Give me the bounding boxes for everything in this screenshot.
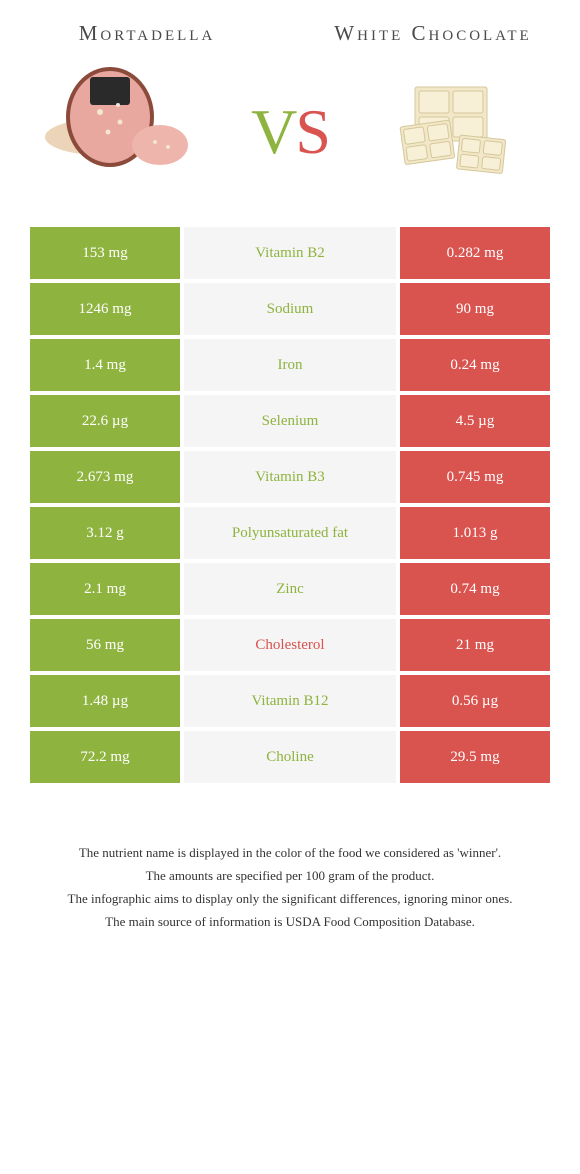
nutrient-name: Vitamin B3 bbox=[184, 451, 396, 503]
table-row: 1.4 mgIron0.24 mg bbox=[30, 339, 550, 391]
comparison-table: 153 mgVitamin B20.282 mg1246 mgSodium90 … bbox=[30, 227, 550, 783]
nutrient-name: Selenium bbox=[184, 395, 396, 447]
footer-line: The main source of information is USDA F… bbox=[40, 912, 540, 933]
left-value: 1.48 µg bbox=[30, 675, 180, 727]
right-value: 21 mg bbox=[400, 619, 550, 671]
images-row: VS bbox=[30, 67, 550, 197]
right-value: 1.013 g bbox=[400, 507, 550, 559]
right-value: 0.56 µg bbox=[400, 675, 550, 727]
right-value: 0.24 mg bbox=[400, 339, 550, 391]
nutrient-name: Iron bbox=[184, 339, 396, 391]
footer-line: The infographic aims to display only the… bbox=[40, 889, 540, 910]
right-value: 0.745 mg bbox=[400, 451, 550, 503]
footer-notes: The nutrient name is displayed in the co… bbox=[30, 843, 550, 932]
nutrient-name: Polyunsaturated fat bbox=[184, 507, 396, 559]
right-value: 90 mg bbox=[400, 283, 550, 335]
nutrient-name: Cholesterol bbox=[184, 619, 396, 671]
right-value: 29.5 mg bbox=[400, 731, 550, 783]
nutrient-name: Sodium bbox=[184, 283, 396, 335]
header: Mortadella White Chocolate bbox=[30, 20, 550, 47]
right-value: 0.74 mg bbox=[400, 563, 550, 615]
left-value: 1.4 mg bbox=[30, 339, 180, 391]
left-value: 153 mg bbox=[30, 227, 180, 279]
table-row: 1246 mgSodium90 mg bbox=[30, 283, 550, 335]
nutrient-name: Choline bbox=[184, 731, 396, 783]
table-row: 56 mgCholesterol21 mg bbox=[30, 619, 550, 671]
left-value: 3.12 g bbox=[30, 507, 180, 559]
white-chocolate-image bbox=[370, 67, 540, 197]
left-value: 56 mg bbox=[30, 619, 180, 671]
left-value: 2.1 mg bbox=[30, 563, 180, 615]
nutrient-name: Vitamin B12 bbox=[184, 675, 396, 727]
footer-line: The amounts are specified per 100 gram o… bbox=[40, 866, 540, 887]
footer-line: The nutrient name is displayed in the co… bbox=[40, 843, 540, 864]
left-value: 22.6 µg bbox=[30, 395, 180, 447]
table-row: 1.48 µgVitamin B120.56 µg bbox=[30, 675, 550, 727]
right-value: 0.282 mg bbox=[400, 227, 550, 279]
vs-s-letter: S bbox=[295, 96, 329, 167]
table-row: 2.1 mgZinc0.74 mg bbox=[30, 563, 550, 615]
left-value: 72.2 mg bbox=[30, 731, 180, 783]
table-row: 2.673 mgVitamin B30.745 mg bbox=[30, 451, 550, 503]
left-value: 1246 mg bbox=[30, 283, 180, 335]
left-value: 2.673 mg bbox=[30, 451, 180, 503]
table-row: 22.6 µgSelenium4.5 µg bbox=[30, 395, 550, 447]
mortadella-image bbox=[40, 67, 210, 197]
nutrient-name: Vitamin B2 bbox=[184, 227, 396, 279]
food-right-title: White Chocolate bbox=[316, 20, 550, 47]
vs-label: VS bbox=[251, 95, 329, 169]
table-row: 153 mgVitamin B20.282 mg bbox=[30, 227, 550, 279]
table-row: 72.2 mgCholine29.5 mg bbox=[30, 731, 550, 783]
vs-v-letter: V bbox=[251, 96, 295, 167]
table-row: 3.12 gPolyunsaturated fat1.013 g bbox=[30, 507, 550, 559]
nutrient-name: Zinc bbox=[184, 563, 396, 615]
right-value: 4.5 µg bbox=[400, 395, 550, 447]
food-left-title: Mortadella bbox=[30, 20, 264, 47]
